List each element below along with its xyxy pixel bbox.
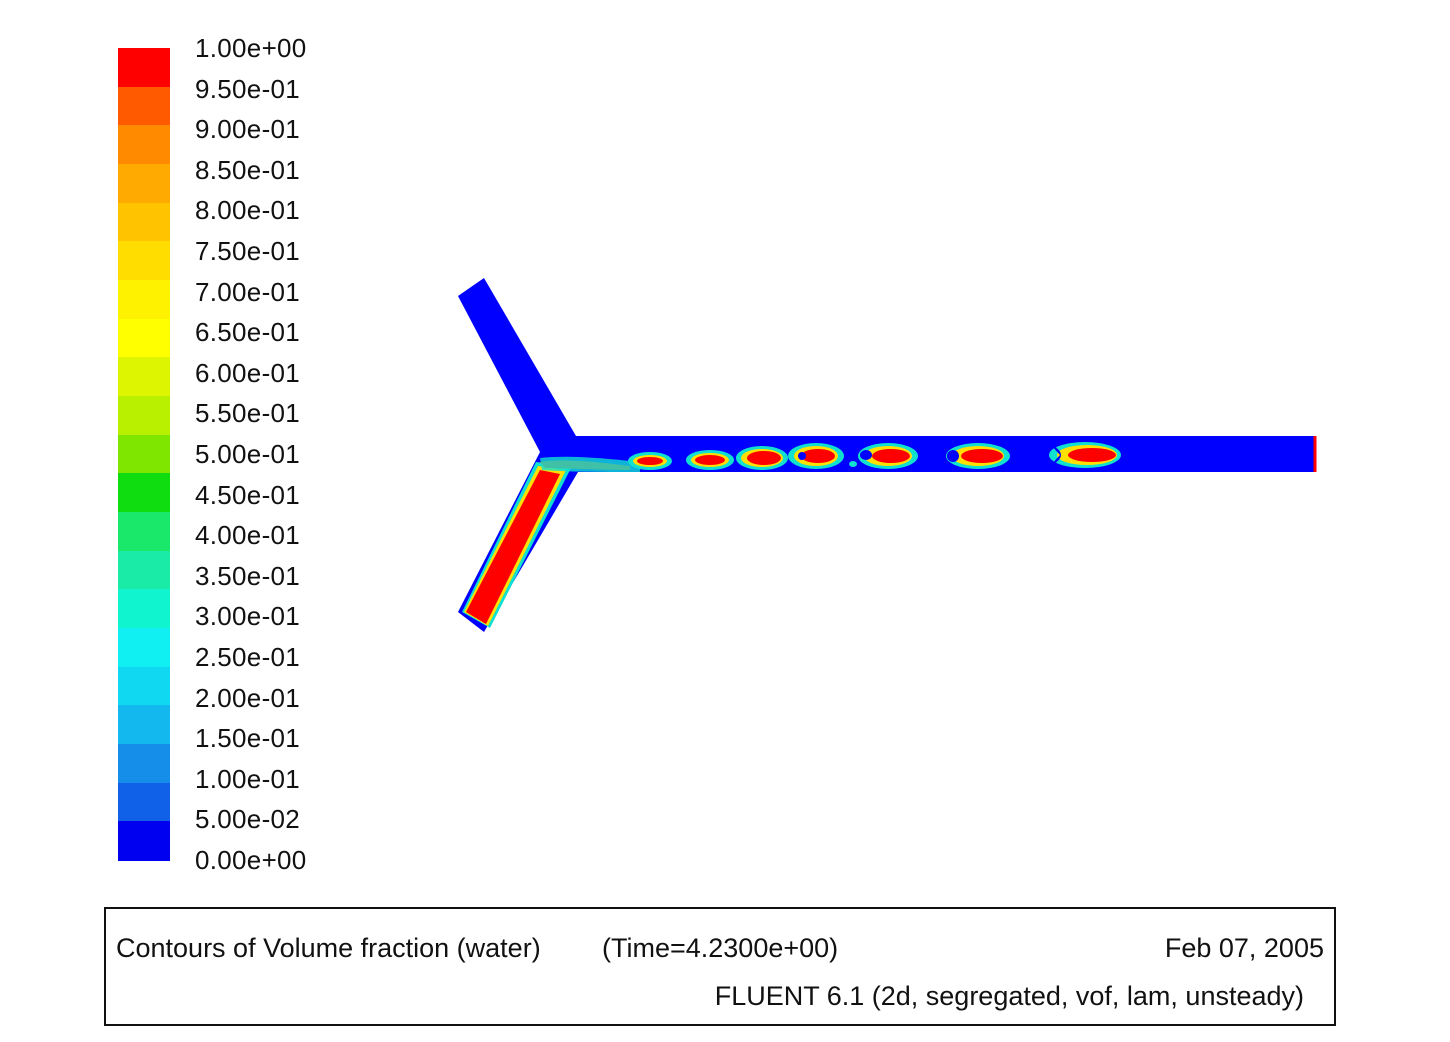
droplet bbox=[1049, 442, 1121, 468]
main-channel bbox=[540, 436, 1316, 472]
colorbar-tick-label: 9.00e-01 bbox=[195, 114, 301, 145]
droplet bbox=[686, 450, 734, 470]
colorbar-swatch bbox=[118, 357, 170, 397]
caption-box: Contours of Volume fraction (water) (Tim… bbox=[104, 907, 1336, 1026]
droplet bbox=[849, 443, 918, 469]
colorbar-swatch bbox=[118, 744, 170, 784]
droplet bbox=[628, 452, 672, 470]
colorbar-tick-label: 2.50e-01 bbox=[195, 642, 301, 672]
colorbar-swatch bbox=[118, 628, 170, 668]
colorbar-tick-label: 1.00e+00 bbox=[195, 33, 307, 63]
caption-title: Contours of Volume fraction (water) bbox=[116, 933, 541, 963]
colorbar-tick-label: 9.50e-01 bbox=[195, 73, 301, 104]
colorbar-swatch bbox=[118, 434, 170, 474]
colorbar-swatch bbox=[118, 782, 170, 822]
colorbar-tick-label: 7.00e-01 bbox=[195, 276, 301, 307]
colorbar-tick-label: 7.50e-01 bbox=[195, 236, 301, 266]
colorbar-tick-label: 1.00e-01 bbox=[195, 763, 301, 794]
colorbar-swatch bbox=[118, 280, 170, 320]
caption-date: Feb 07, 2005 bbox=[1164, 933, 1324, 963]
colorbar-swatch bbox=[118, 164, 170, 204]
droplet bbox=[946, 443, 1010, 469]
colorbar-tick-label: 3.00e-01 bbox=[195, 601, 301, 632]
colorbar-swatch bbox=[118, 589, 170, 629]
droplets bbox=[628, 442, 1121, 470]
colorbar-swatch bbox=[118, 241, 170, 281]
upper-inlet-arm bbox=[458, 278, 576, 452]
colorbar-tick-label: 5.50e-01 bbox=[195, 398, 301, 429]
colorbar-tick-label: 8.00e-01 bbox=[195, 195, 301, 226]
contour-plot bbox=[458, 278, 1317, 632]
colorbar-tick-label: 8.50e-01 bbox=[195, 154, 301, 185]
colorbar-swatch bbox=[118, 202, 170, 242]
colorbar-tick-label: 5.00e-01 bbox=[195, 439, 301, 469]
droplet bbox=[736, 446, 788, 470]
water-stream-halo bbox=[540, 456, 640, 472]
colorbar-tick-label: 0.00e+00 bbox=[195, 845, 307, 875]
water-filament-core bbox=[466, 470, 560, 624]
water-filament bbox=[462, 456, 640, 628]
colorbar-swatch bbox=[118, 473, 170, 513]
colorbar-tick-label: 6.00e-01 bbox=[195, 357, 301, 388]
colorbar bbox=[118, 48, 170, 861]
colorbar-swatch bbox=[118, 821, 170, 861]
colorbar-swatch bbox=[118, 666, 170, 706]
colorbar-tick-label: 2.00e-01 bbox=[195, 682, 301, 713]
colorbar-tick-label: 4.00e-01 bbox=[195, 520, 301, 551]
colorbar-tick-label: 1.50e-01 bbox=[195, 723, 301, 754]
droplet bbox=[788, 443, 844, 469]
colorbar-swatch bbox=[118, 705, 170, 745]
colorbar-swatch bbox=[118, 550, 170, 590]
colorbar-labels: 1.00e+00 9.50e-01 9.00e-01 8.50e-01 8.00e-01… bbox=[195, 0, 375, 900]
colorbar-tick-label: 3.50e-01 bbox=[195, 560, 301, 591]
colorbar-swatch bbox=[118, 48, 170, 88]
colorbar-tick-label: 5.00e-02 bbox=[195, 804, 301, 835]
colorbar-swatch bbox=[118, 512, 170, 552]
colorbar-swatch bbox=[118, 125, 170, 165]
colorbar-swatch bbox=[118, 86, 170, 126]
colorbar-tick-label: 6.50e-01 bbox=[195, 317, 301, 348]
colorbar-swatch bbox=[118, 396, 170, 436]
caption-solver: FLUENT 6.1 (2d, segregated, vof, lam, un… bbox=[714, 981, 1304, 1011]
caption-time: (Time=4.2300e+00) bbox=[602, 933, 839, 963]
colorbar-tick-label: 4.50e-01 bbox=[195, 479, 301, 510]
colorbar-swatch bbox=[118, 318, 170, 358]
